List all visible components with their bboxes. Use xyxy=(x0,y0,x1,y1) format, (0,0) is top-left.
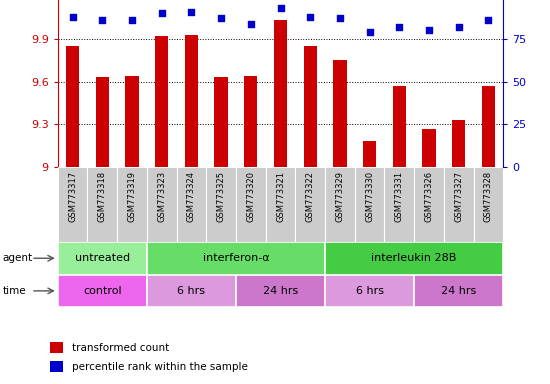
Text: 24 hrs: 24 hrs xyxy=(263,286,298,296)
Point xyxy=(157,10,166,16)
Text: GSM773330: GSM773330 xyxy=(365,171,374,222)
Text: 6 hrs: 6 hrs xyxy=(178,286,205,296)
Bar xyxy=(58,242,147,275)
Text: GSM773321: GSM773321 xyxy=(276,171,285,222)
Bar xyxy=(274,20,287,167)
Text: time: time xyxy=(3,286,26,296)
Bar xyxy=(177,167,206,242)
Bar xyxy=(414,275,503,307)
Text: GSM773325: GSM773325 xyxy=(217,171,226,222)
Bar xyxy=(147,242,325,275)
Text: GSM773317: GSM773317 xyxy=(68,171,77,222)
Bar xyxy=(66,46,79,167)
Bar xyxy=(474,167,503,242)
Text: percentile rank within the sample: percentile rank within the sample xyxy=(72,362,248,372)
Bar xyxy=(304,46,317,167)
Text: GSM773322: GSM773322 xyxy=(306,171,315,222)
Bar xyxy=(87,167,117,242)
Point xyxy=(336,15,344,22)
Bar xyxy=(325,167,355,242)
Bar xyxy=(355,167,384,242)
Text: 6 hrs: 6 hrs xyxy=(356,286,383,296)
Text: GSM773323: GSM773323 xyxy=(157,171,166,222)
Bar xyxy=(147,275,236,307)
Bar xyxy=(482,86,495,167)
Point xyxy=(98,17,107,23)
Point xyxy=(217,15,226,22)
Bar xyxy=(236,275,325,307)
Text: untreated: untreated xyxy=(75,253,130,263)
Bar xyxy=(384,167,414,242)
Text: GSM773326: GSM773326 xyxy=(425,171,433,222)
Point xyxy=(276,5,285,11)
Bar xyxy=(325,242,503,275)
Bar xyxy=(214,77,228,167)
Point xyxy=(454,24,463,30)
Point xyxy=(68,13,77,20)
Text: GSM773328: GSM773328 xyxy=(484,171,493,222)
Bar xyxy=(393,86,406,167)
Text: interleukin 28B: interleukin 28B xyxy=(371,253,457,263)
Text: GSM773320: GSM773320 xyxy=(246,171,255,222)
Point xyxy=(425,27,433,33)
Bar xyxy=(96,77,109,167)
Point xyxy=(187,8,196,15)
Text: GSM773319: GSM773319 xyxy=(128,171,136,222)
Point xyxy=(246,20,255,26)
Bar xyxy=(333,60,346,167)
Bar xyxy=(414,167,444,242)
Text: agent: agent xyxy=(3,253,33,263)
Bar xyxy=(244,76,257,167)
Bar xyxy=(50,361,63,372)
Bar xyxy=(58,167,87,242)
Text: interferon-α: interferon-α xyxy=(202,253,270,263)
Bar xyxy=(363,141,376,167)
Bar xyxy=(185,35,198,167)
Text: GSM773327: GSM773327 xyxy=(454,171,463,222)
Bar xyxy=(295,167,325,242)
Text: GSM773324: GSM773324 xyxy=(187,171,196,222)
Point xyxy=(484,17,493,23)
Bar xyxy=(325,275,414,307)
Bar xyxy=(206,167,236,242)
Point xyxy=(128,17,136,23)
Bar xyxy=(155,36,168,167)
Text: GSM773329: GSM773329 xyxy=(336,171,344,222)
Text: GSM773331: GSM773331 xyxy=(395,171,404,222)
Point xyxy=(365,29,374,35)
Point xyxy=(395,24,404,30)
Bar xyxy=(266,167,295,242)
Bar xyxy=(147,167,177,242)
Point xyxy=(306,13,315,20)
Bar xyxy=(58,275,147,307)
Bar xyxy=(117,167,147,242)
Text: control: control xyxy=(83,286,122,296)
Bar xyxy=(236,167,266,242)
Text: transformed count: transformed count xyxy=(72,343,169,353)
Bar xyxy=(50,342,63,353)
Bar xyxy=(125,76,139,167)
Bar xyxy=(422,129,436,167)
Text: GSM773318: GSM773318 xyxy=(98,171,107,222)
Bar xyxy=(452,120,465,167)
Text: 24 hrs: 24 hrs xyxy=(441,286,476,296)
Bar xyxy=(444,167,474,242)
